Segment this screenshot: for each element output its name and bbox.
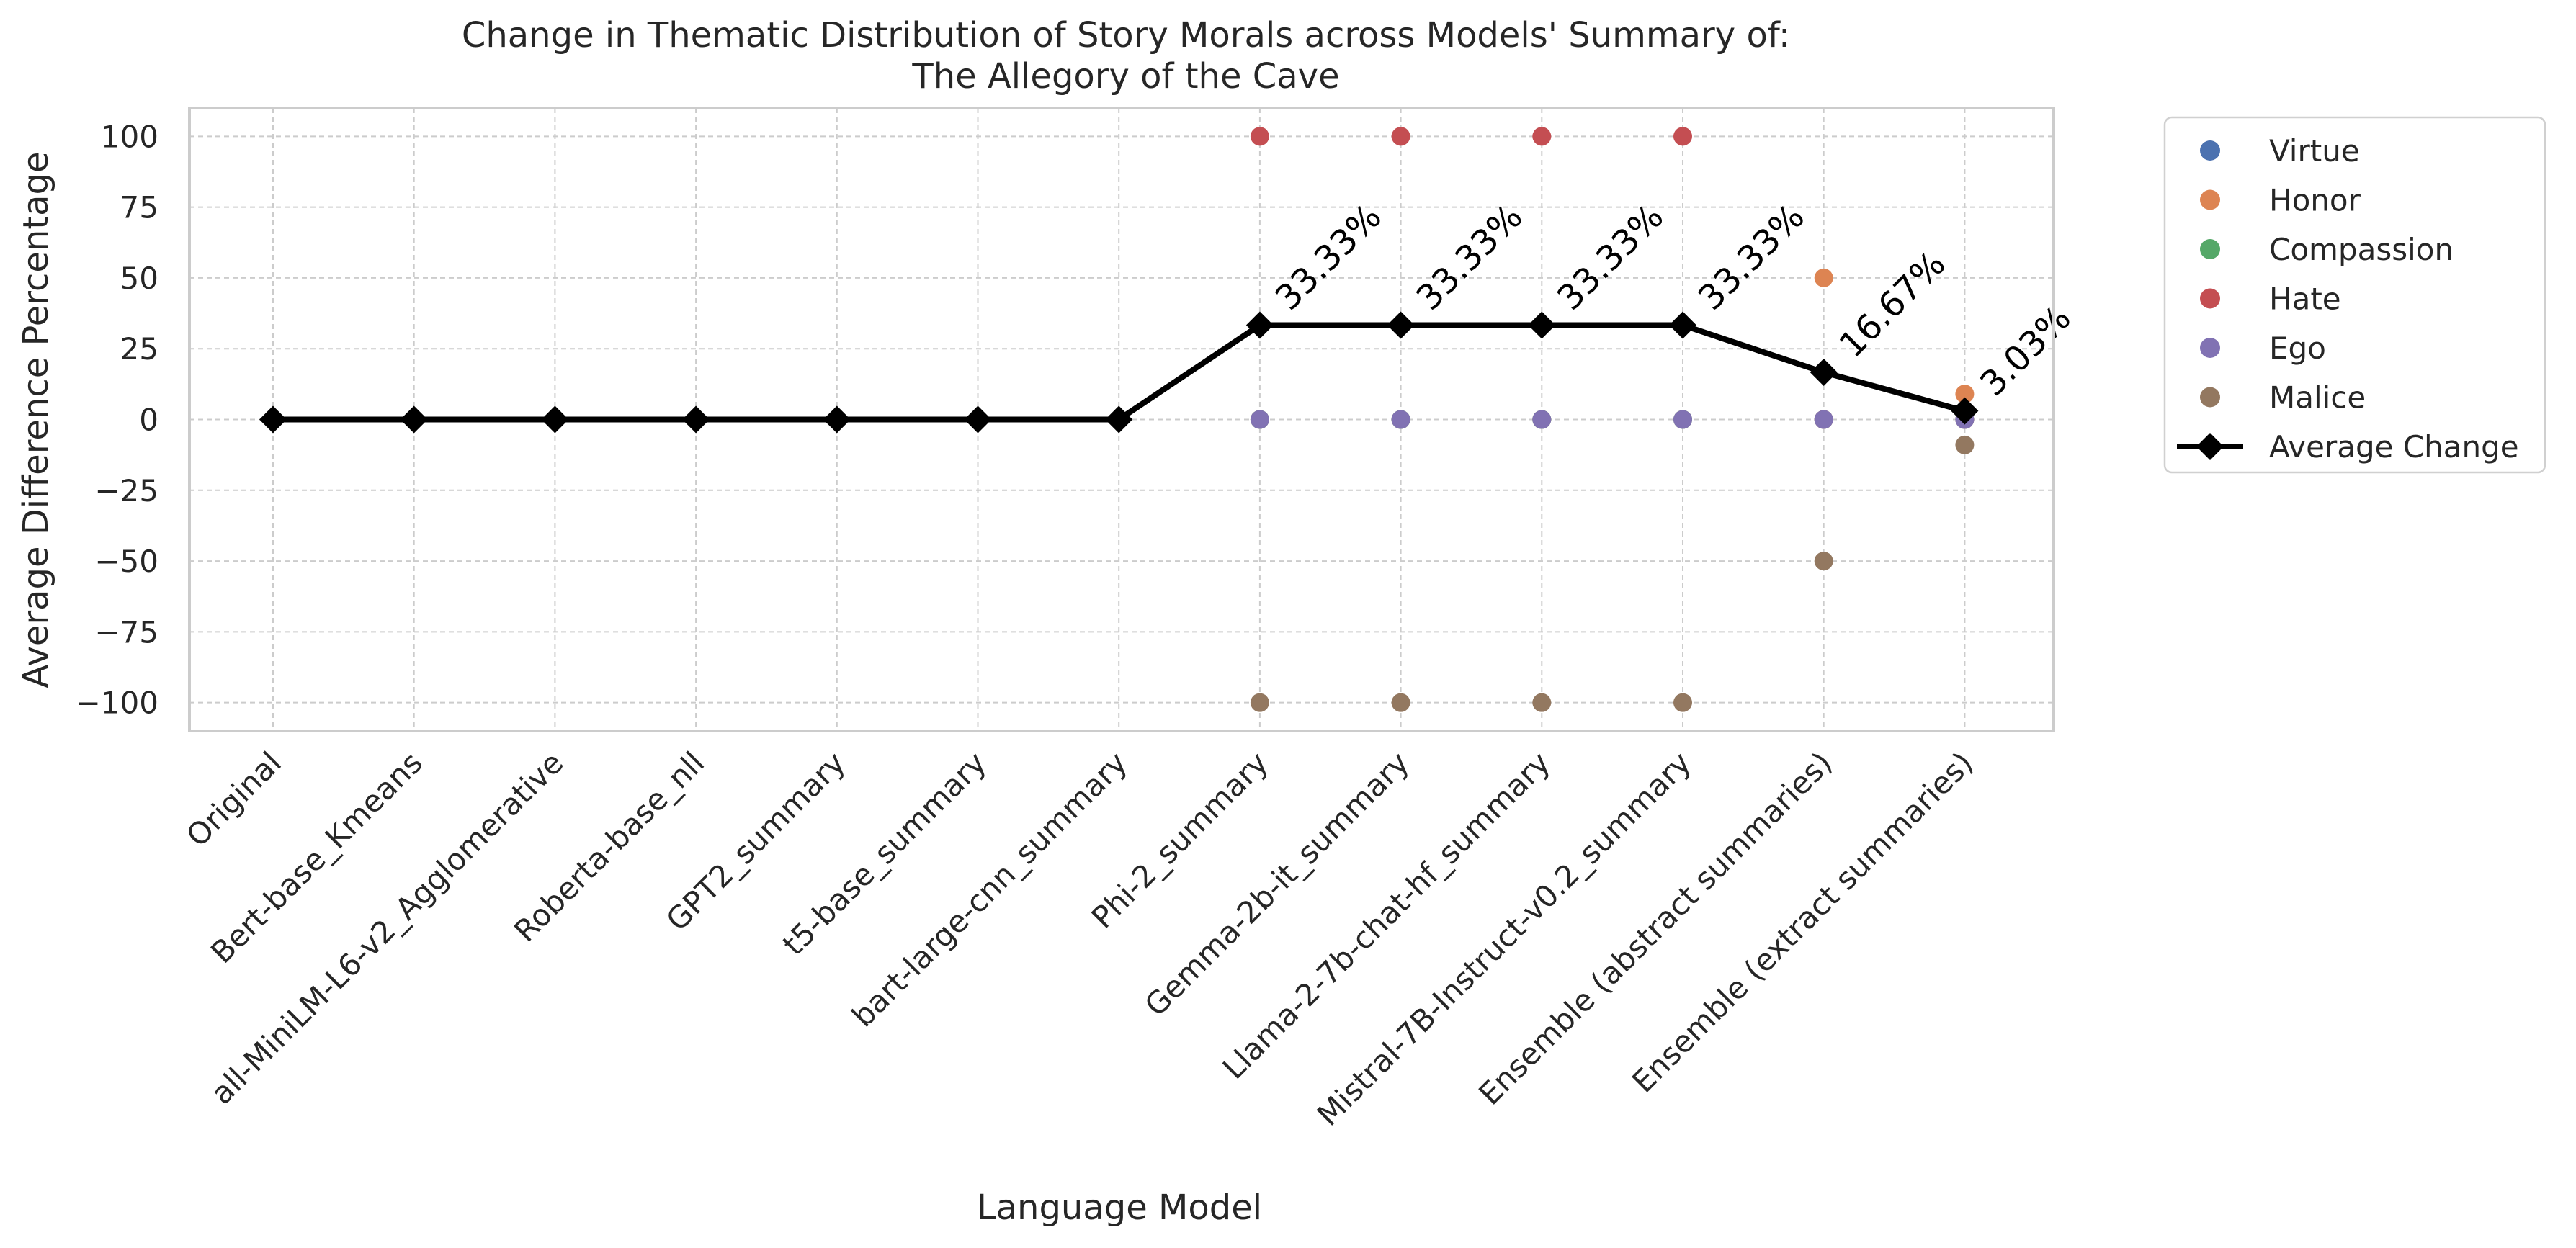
point-malice	[1955, 435, 1975, 454]
data-label: 33.33%	[1408, 197, 1530, 318]
average-change-marker	[1810, 358, 1838, 386]
legend-label-hate: Hate	[2269, 282, 2341, 317]
average-change-marker	[259, 405, 287, 434]
point-honor	[1814, 268, 1833, 287]
point-hate	[1532, 127, 1552, 146]
average-change-marker	[1105, 405, 1133, 434]
legend-marker-ego	[2200, 338, 2220, 358]
y-tick-label: −100	[76, 686, 158, 721]
chart-subtitle: The Allegory of the Cave	[911, 56, 1339, 96]
y-tick-label: −25	[94, 473, 158, 508]
x-tick-label: Original	[179, 745, 288, 853]
y-tick-label: −75	[94, 614, 158, 650]
legend-marker-malice	[2200, 387, 2220, 408]
x-axis-label: Language Model	[977, 1188, 1262, 1228]
point-ego	[1673, 410, 1692, 429]
point-malice	[1532, 693, 1552, 712]
y-tick-label: 75	[120, 190, 158, 225]
y-tick-label: 25	[120, 331, 158, 367]
legend-marker-compassion	[2200, 239, 2220, 259]
data-label: 33.33%	[1549, 197, 1671, 318]
y-tick-label: 0	[139, 403, 158, 438]
legend: Virtue Honor Compassion Hate Ego Malice Averag…	[2163, 116, 2546, 474]
legend-marker-hate	[2200, 288, 2220, 309]
legend-label-average-change: Average Change	[2269, 429, 2519, 464]
legend-label-compassion: Compassion	[2269, 232, 2454, 267]
x-tick-label: bart-large-cnn_summary	[845, 745, 1134, 1033]
y-tick-label: 100	[101, 119, 158, 154]
data-label: 33.33%	[1691, 197, 1812, 318]
point-hate	[1673, 127, 1692, 146]
point-hate	[1250, 127, 1269, 146]
average-change-marker	[682, 405, 710, 434]
chart-title: Change in Thematic Distribution of Story…	[462, 15, 1790, 55]
y-tick-label: 50	[120, 261, 158, 296]
data-label: 16.67%	[1832, 243, 1954, 365]
data-label: 3.03%	[1972, 298, 2078, 404]
legend-marker-virtue	[2200, 140, 2220, 161]
x-tick-label: Gemma-2b-it_summary	[1138, 745, 1416, 1023]
legend-marker-honor	[2200, 189, 2220, 210]
average-change-marker	[1528, 311, 1556, 339]
point-honor	[1955, 385, 1975, 404]
point-malice	[1814, 552, 1833, 571]
point-ego	[1814, 410, 1833, 429]
point-malice	[1673, 693, 1692, 712]
point-ego	[1532, 410, 1552, 429]
average-change-marker	[400, 405, 428, 434]
plot-frame	[188, 107, 2055, 732]
point-malice	[1250, 693, 1269, 712]
legend-label-virtue: Virtue	[2269, 133, 2360, 169]
legend-label-honor: Honor	[2269, 183, 2361, 218]
legend-label-malice: Malice	[2269, 380, 2366, 416]
average-change-marker	[541, 405, 569, 434]
legend-label-ego: Ego	[2269, 331, 2326, 366]
data-label: 33.33%	[1268, 197, 1390, 318]
average-change-marker	[1951, 397, 1979, 425]
legend-box	[2163, 116, 2546, 474]
average-change-marker	[1245, 311, 1274, 339]
point-ego	[1250, 410, 1269, 429]
point-hate	[1391, 127, 1410, 146]
average-change-marker	[1669, 311, 1696, 339]
point-ego	[1391, 410, 1410, 429]
point-malice	[1391, 693, 1410, 712]
legend-marker-average-change	[2196, 433, 2224, 460]
average-change-marker	[823, 405, 851, 434]
average-change-marker	[1387, 311, 1415, 339]
y-tick-label: −50	[94, 544, 158, 579]
y-axis-label: Average Difference Percentage	[16, 151, 56, 688]
average-change-marker	[964, 405, 992, 434]
